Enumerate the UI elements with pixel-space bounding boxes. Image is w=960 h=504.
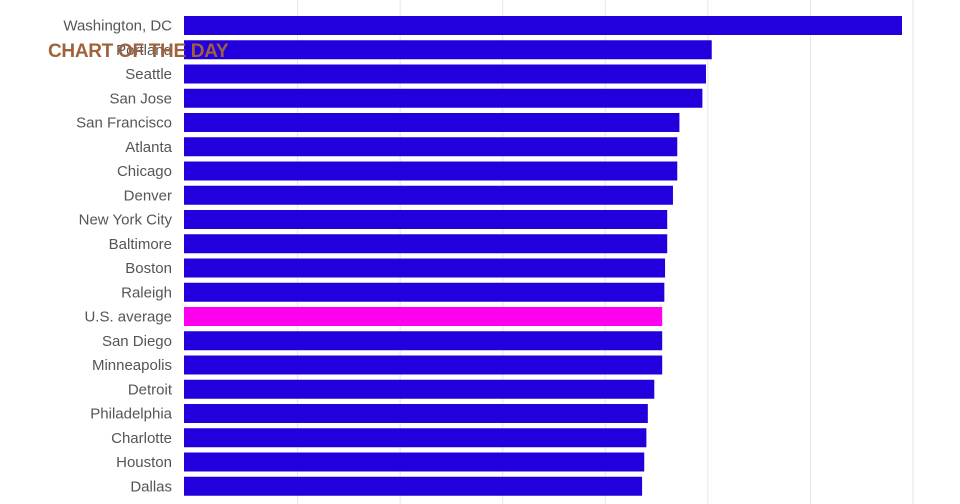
bar-houston: [184, 452, 645, 472]
category-label: San Francisco: [76, 115, 172, 132]
bars: [184, 16, 902, 496]
bar-san-diego: [184, 331, 663, 351]
category-label: San Jose: [109, 90, 172, 107]
category-label: Boston: [125, 260, 172, 277]
bar-minneapolis: [184, 355, 663, 375]
category-label: Houston: [116, 454, 172, 471]
bar-new-york-city: [184, 210, 668, 229]
bar-boston: [184, 258, 666, 278]
category-label: Dallas: [130, 478, 172, 495]
category-label: U.S. average: [84, 309, 172, 326]
category-label: Denver: [124, 187, 172, 204]
category-label: Philadelphia: [90, 406, 172, 423]
category-label: Portland: [116, 42, 172, 59]
bar-charlotte: [184, 428, 647, 448]
bar-u-s-average: [184, 307, 663, 326]
bar-san-jose: [184, 88, 703, 108]
category-label: San Diego: [102, 333, 172, 350]
bar-atlanta: [184, 137, 678, 157]
bar-baltimore: [184, 234, 668, 254]
category-label: Atlanta: [125, 139, 172, 156]
category-label: Chicago: [117, 163, 172, 180]
bar-dallas: [184, 476, 643, 496]
bar-raleigh: [184, 282, 665, 302]
bar-detroit: [184, 379, 655, 399]
bar-philadelphia: [184, 404, 648, 423]
category-label: Baltimore: [109, 236, 172, 253]
category-label: Seattle: [125, 66, 172, 83]
bar-portland: [184, 40, 712, 60]
category-label: Raleigh: [121, 284, 172, 301]
category-label: Charlotte: [111, 430, 172, 447]
bar-washington-dc: [184, 16, 902, 35]
category-label: New York City: [79, 212, 173, 229]
bar-san-francisco: [184, 113, 680, 132]
category-label: Washington, DC: [63, 18, 172, 35]
category-label: Detroit: [128, 381, 173, 398]
bar-seattle: [184, 64, 706, 84]
bar-chicago: [184, 161, 678, 181]
chart-of-the-day-badge: CHART OF THE DAY: [48, 41, 229, 62]
bar-denver: [184, 185, 673, 205]
category-labels: Washington, DC Portland Seattle San Jose San…: [63, 18, 172, 496]
category-label: Minneapolis: [92, 357, 172, 374]
